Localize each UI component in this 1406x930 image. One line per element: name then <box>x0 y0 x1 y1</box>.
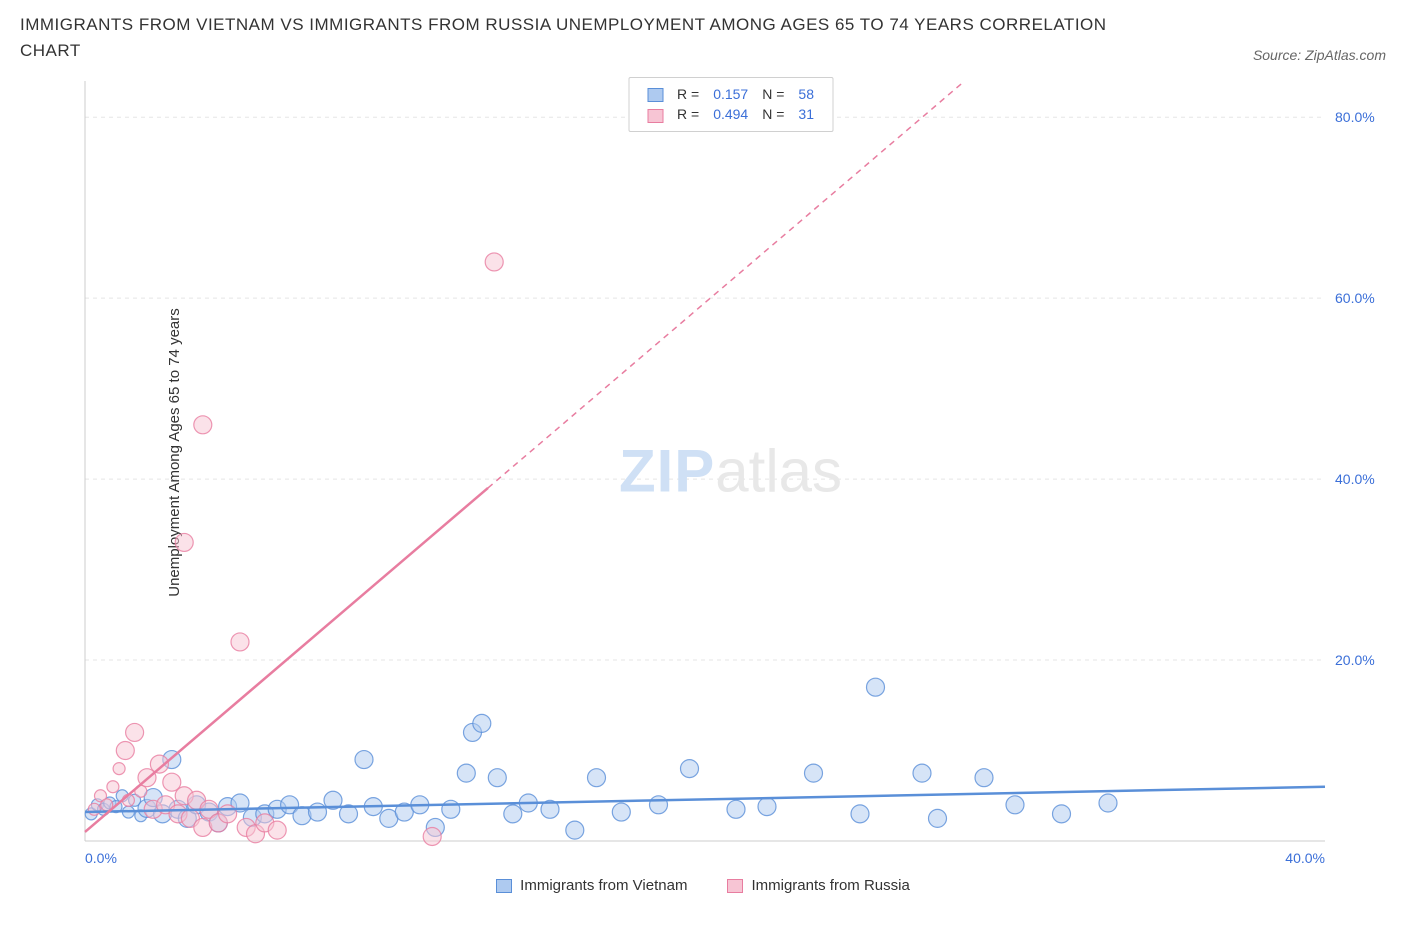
legend-n-label: N = <box>756 105 790 123</box>
y-tick-label: 80.0% <box>1335 109 1375 125</box>
data-point <box>268 821 286 839</box>
data-point <box>309 803 327 821</box>
trend-line-extrapolated <box>488 81 965 488</box>
data-point <box>1006 796 1024 814</box>
legend-swatch <box>727 879 743 893</box>
x-tick-label: 0.0% <box>85 850 117 866</box>
data-point <box>975 769 993 787</box>
data-point <box>116 742 134 760</box>
legend-r-label: R = <box>671 85 705 103</box>
legend-n-value: 31 <box>792 105 820 123</box>
correlation-legend: R =0.157N =58R =0.494N =31 <box>628 77 833 132</box>
legend-swatch <box>647 88 663 102</box>
chart-container: Unemployment Among Ages 65 to 74 years 2… <box>20 71 1386 894</box>
data-point <box>473 714 491 732</box>
scatter-plot: 20.0% 40.0% 60.0% 80.0% 0.0% 40.0% <box>75 71 1385 871</box>
y-tick-label: 40.0% <box>1335 471 1375 487</box>
legend-r-value: 0.494 <box>707 105 754 123</box>
legend-series-label: Immigrants from Vietnam <box>520 877 687 894</box>
trend-line <box>85 787 1325 812</box>
series-legend: Immigrants from Vietnam Immigrants from R… <box>20 877 1386 894</box>
data-point <box>355 751 373 769</box>
data-point <box>175 533 193 551</box>
data-point <box>488 769 506 787</box>
legend-series-label: Immigrants from Russia <box>751 877 909 894</box>
chart-title: IMMIGRANTS FROM VIETNAM VS IMMIGRANTS FR… <box>20 12 1120 63</box>
data-point <box>929 809 947 827</box>
data-point <box>504 805 522 823</box>
data-point <box>612 803 630 821</box>
data-point <box>194 416 212 434</box>
data-point <box>231 633 249 651</box>
legend-row: R =0.494N =31 <box>641 105 820 123</box>
data-point <box>457 764 475 782</box>
data-point <box>727 800 745 818</box>
legend-r-label: R = <box>671 105 705 123</box>
data-point <box>88 803 100 815</box>
legend-n-label: N = <box>756 85 790 103</box>
trend-line <box>85 488 488 832</box>
data-point <box>758 798 776 816</box>
legend-series: Immigrants from Vietnam <box>496 877 687 894</box>
legend-n-value: 58 <box>792 85 820 103</box>
data-point <box>681 760 699 778</box>
data-point <box>485 253 503 271</box>
data-point <box>566 821 584 839</box>
data-point <box>442 800 460 818</box>
data-point <box>913 764 931 782</box>
data-point <box>650 796 668 814</box>
data-point <box>1053 805 1071 823</box>
legend-r-value: 0.157 <box>707 85 754 103</box>
legend-swatch <box>496 879 512 893</box>
x-tick-label: 40.0% <box>1285 850 1325 866</box>
data-point <box>423 827 441 845</box>
source-attribution: Source: ZipAtlas.com <box>1253 47 1386 63</box>
data-point <box>107 781 119 793</box>
data-point <box>588 769 606 787</box>
data-point <box>113 763 125 775</box>
data-point <box>851 805 869 823</box>
data-point <box>219 805 237 823</box>
y-tick-label: 60.0% <box>1335 290 1375 306</box>
data-point <box>867 678 885 696</box>
y-tick-label: 20.0% <box>1335 652 1375 668</box>
legend-series: Immigrants from Russia <box>727 877 909 894</box>
legend-row: R =0.157N =58 <box>641 85 820 103</box>
data-point <box>1099 794 1117 812</box>
data-point <box>805 764 823 782</box>
data-point <box>126 723 144 741</box>
legend-swatch <box>647 109 663 123</box>
